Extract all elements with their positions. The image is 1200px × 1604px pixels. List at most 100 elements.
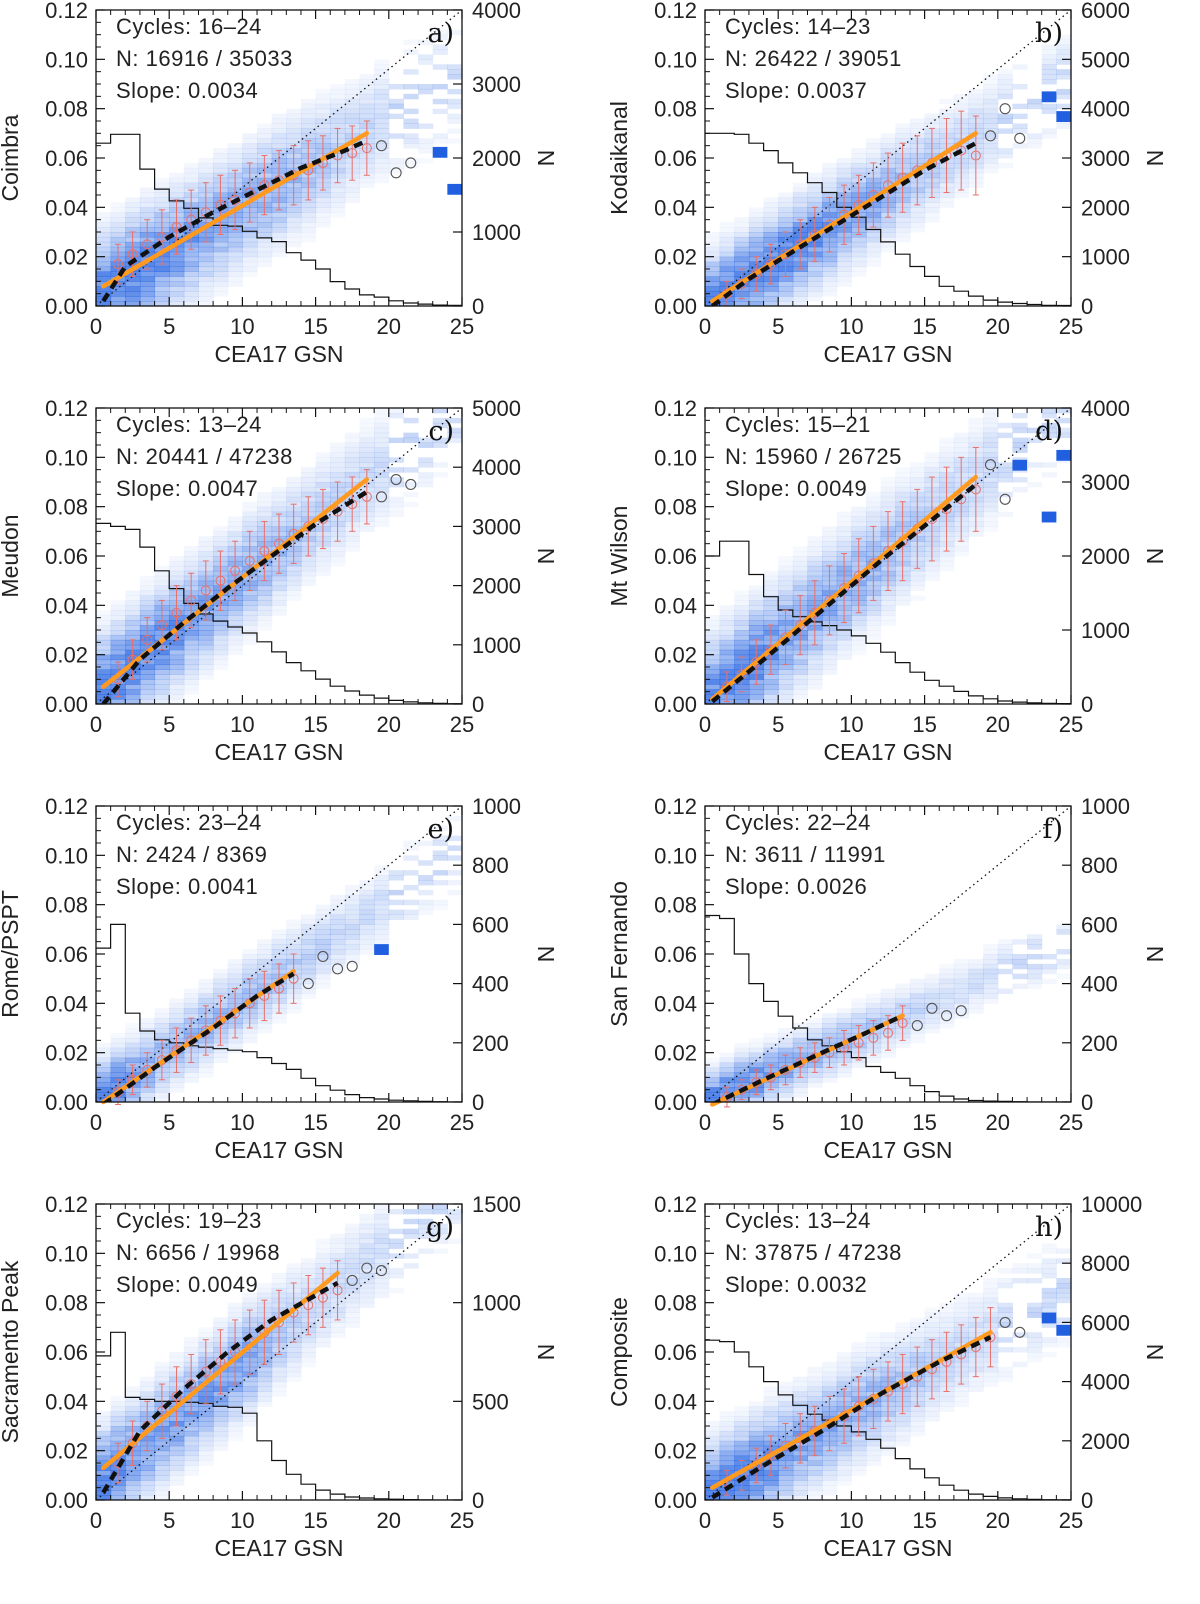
density-cell bbox=[154, 1018, 170, 1024]
density-cell bbox=[432, 133, 448, 139]
density-cell bbox=[227, 973, 243, 980]
nonlinear-fit-line bbox=[101, 489, 368, 704]
density-cell bbox=[388, 1208, 404, 1215]
density-cell bbox=[807, 684, 823, 690]
y2-tick-label: 0 bbox=[472, 1488, 484, 1513]
density-cell bbox=[300, 477, 317, 483]
density-cell bbox=[792, 664, 808, 670]
density-cell bbox=[866, 1057, 882, 1064]
density-cell bbox=[792, 551, 808, 557]
density-cell bbox=[836, 1008, 852, 1014]
density-cell bbox=[447, 138, 462, 144]
density-cell bbox=[778, 1092, 794, 1098]
density-cell bbox=[286, 207, 302, 213]
density-cell bbox=[374, 408, 390, 414]
density-cell bbox=[169, 1426, 185, 1432]
density-cell bbox=[705, 256, 721, 263]
density-cell bbox=[763, 1032, 779, 1039]
density-cell bbox=[139, 600, 156, 606]
density-cell bbox=[213, 1430, 229, 1437]
density-cell bbox=[851, 266, 867, 272]
density-cell bbox=[96, 1435, 112, 1442]
density-cell bbox=[154, 580, 170, 587]
density-cell bbox=[183, 1003, 199, 1009]
density-cell bbox=[953, 963, 970, 970]
density-cell bbox=[939, 462, 955, 468]
density-cell bbox=[748, 291, 765, 297]
density-cell bbox=[836, 536, 852, 542]
y-tick-label: 0.02 bbox=[45, 1041, 88, 1066]
density-cell bbox=[388, 1228, 404, 1235]
density-cell bbox=[792, 1495, 808, 1500]
density-cell bbox=[836, 1450, 852, 1457]
density-cell bbox=[154, 1023, 170, 1029]
density-cell bbox=[403, 69, 419, 75]
density-cell bbox=[983, 447, 999, 453]
density-cell bbox=[924, 575, 940, 582]
density-cell bbox=[257, 1391, 273, 1397]
density-cell bbox=[359, 1282, 375, 1289]
density-cell bbox=[924, 988, 940, 994]
density-cell bbox=[198, 251, 214, 258]
density-cell bbox=[315, 1253, 331, 1259]
x-axis-label: CEA17 GSN bbox=[214, 739, 343, 765]
density-cell bbox=[139, 580, 156, 587]
ratio-point bbox=[127, 1438, 138, 1449]
density-cell bbox=[169, 1470, 185, 1476]
density-cell bbox=[719, 615, 735, 621]
density-cell bbox=[139, 1391, 156, 1397]
density-cell bbox=[1027, 133, 1043, 139]
density-cell bbox=[909, 993, 926, 999]
density-cell bbox=[242, 968, 258, 975]
density-cell bbox=[242, 1376, 258, 1383]
density-cell bbox=[110, 1495, 126, 1500]
density-cell bbox=[344, 1292, 361, 1299]
density-cell bbox=[183, 674, 199, 680]
density-cell bbox=[169, 649, 185, 656]
density-cell bbox=[705, 615, 721, 621]
density-cell bbox=[257, 949, 273, 955]
density-cell bbox=[374, 919, 390, 925]
density-cell bbox=[257, 511, 273, 518]
density-cell bbox=[300, 202, 317, 208]
density-cell bbox=[125, 699, 141, 704]
density-cell bbox=[330, 556, 346, 562]
density-cell bbox=[924, 202, 940, 208]
density-cell bbox=[344, 187, 361, 194]
density-cell bbox=[763, 570, 779, 577]
density-cell bbox=[763, 1057, 779, 1064]
density-cell bbox=[705, 286, 721, 292]
y2-tick-label: 6000 bbox=[1081, 0, 1130, 23]
density-cell bbox=[822, 276, 838, 282]
density-cell bbox=[432, 825, 448, 832]
density-cell bbox=[344, 541, 361, 547]
density-cell bbox=[359, 462, 375, 468]
y-tick-label: 0.10 bbox=[45, 445, 88, 470]
density-cell bbox=[96, 241, 112, 248]
density-cell bbox=[374, 133, 390, 139]
density-cell bbox=[997, 467, 1013, 473]
density-cell bbox=[213, 1406, 229, 1412]
density-cell bbox=[705, 659, 721, 666]
density-cell bbox=[836, 1018, 852, 1024]
density-cell bbox=[1056, 973, 1071, 980]
density-cell bbox=[719, 1057, 735, 1064]
density-cell bbox=[851, 1440, 867, 1447]
density-cell bbox=[734, 1490, 750, 1496]
density-cell bbox=[836, 172, 852, 179]
density-cell bbox=[748, 227, 765, 233]
density-cell bbox=[763, 1406, 779, 1412]
density-cell bbox=[227, 526, 243, 532]
density-cell bbox=[705, 1072, 721, 1078]
density-cell bbox=[330, 560, 346, 567]
density-cell bbox=[198, 625, 214, 631]
density-cell bbox=[763, 227, 779, 233]
density-cell bbox=[257, 625, 273, 631]
density-cell bbox=[154, 1376, 170, 1383]
density-cell bbox=[403, 49, 419, 55]
density-cell bbox=[96, 1087, 112, 1093]
density-cell bbox=[344, 1268, 361, 1274]
density-cell bbox=[778, 291, 794, 297]
ratio-point bbox=[156, 620, 167, 631]
density-cell bbox=[953, 551, 970, 557]
